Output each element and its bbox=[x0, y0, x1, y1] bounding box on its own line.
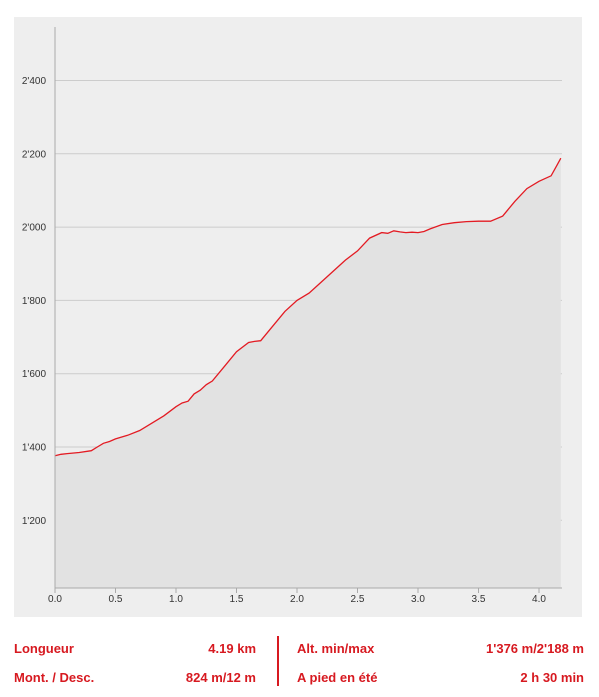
x-tick-label: 3.5 bbox=[472, 594, 486, 605]
ascent-value: 824 m/12 m bbox=[185, 670, 256, 685]
stats-panel: Longueur 4.19 km Mont. / Desc. 824 m/12 … bbox=[14, 636, 584, 694]
y-tick-label: 1'600 bbox=[22, 369, 47, 380]
x-tick-label: 1.0 bbox=[169, 594, 183, 605]
x-tick-label: 0.0 bbox=[48, 594, 62, 605]
ascent-label: Mont. / Desc. bbox=[14, 670, 95, 685]
y-tick-label: 1'400 bbox=[22, 443, 47, 454]
x-tick-label: 3.0 bbox=[411, 594, 425, 605]
y-tick-label: 1'800 bbox=[22, 296, 47, 307]
y-tick-label: 1'200 bbox=[22, 516, 47, 527]
duration-label: A pied en été bbox=[297, 670, 378, 685]
elevation-line bbox=[54, 157, 562, 457]
x-tick-label: 0.5 bbox=[109, 594, 123, 605]
elevation-chart: 1'200 1'400 1'600 1'800 2'000 2'200 2'400 0.0 0.… bbox=[22, 27, 562, 605]
length-label: Longueur bbox=[14, 641, 74, 656]
length-value: 4.19 km bbox=[208, 641, 256, 656]
altitude-label: Alt. min/max bbox=[297, 641, 375, 656]
y-tick-label: 2'400 bbox=[22, 76, 47, 87]
y-tick-label: 2'000 bbox=[22, 223, 47, 234]
elevation-area bbox=[55, 158, 561, 588]
y-tick-label: 2'200 bbox=[22, 149, 47, 160]
x-tick-label: 2.5 bbox=[351, 594, 365, 605]
duration-value: 2 h 30 min bbox=[520, 670, 584, 685]
x-tick-label: 1.5 bbox=[230, 594, 244, 605]
x-tick-label: 4.0 bbox=[532, 594, 546, 605]
stats-divider bbox=[277, 636, 279, 686]
altitude-value: 1'376 m/2'188 m bbox=[486, 641, 584, 656]
x-tick-label: 2.0 bbox=[290, 594, 304, 605]
